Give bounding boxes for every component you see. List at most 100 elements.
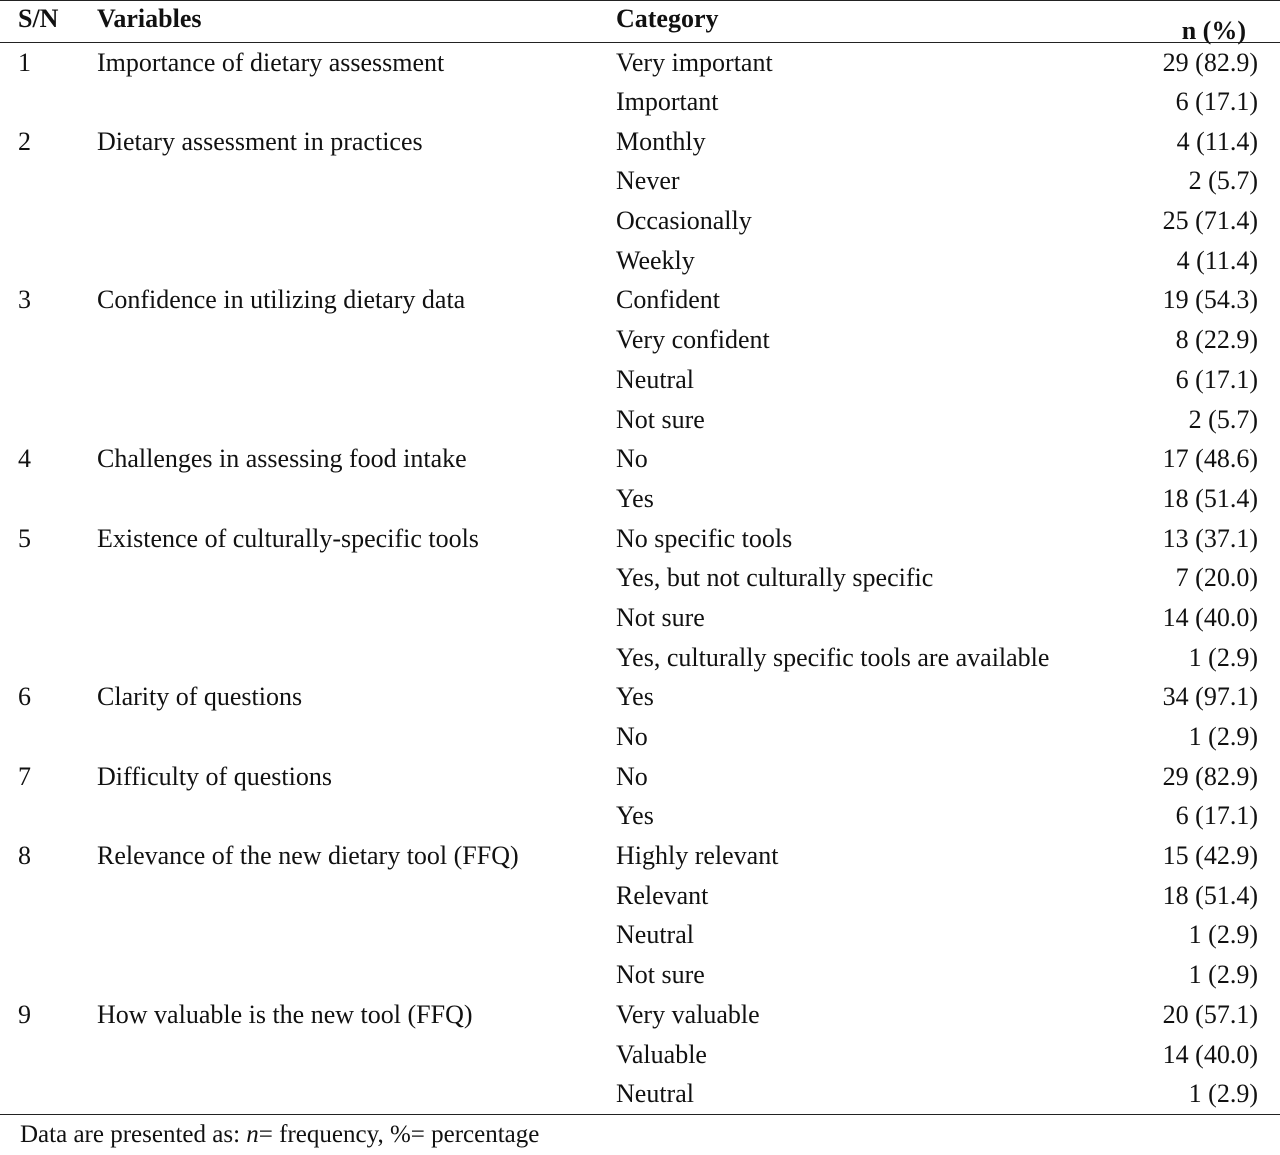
table-row: Not sure 2 (5.7) xyxy=(0,400,1280,440)
cell-n-percent: 2 (5.7) xyxy=(1188,166,1258,196)
table-row: Neutral 1 (2.9) xyxy=(0,916,1280,956)
table-row: Neutral 6 (17.1) xyxy=(0,360,1280,400)
cell-category: Neutral xyxy=(616,920,694,950)
footnote-rest: = frequency, %= percentage xyxy=(258,1121,540,1148)
cell-variable: Difficulty of questions xyxy=(97,761,332,791)
cell-n-percent: 14 (40.0) xyxy=(1162,1039,1258,1069)
cell-category: Confident xyxy=(616,285,720,315)
cell-variable xyxy=(97,717,616,757)
cell-sn: 6 xyxy=(18,682,31,712)
cell-variable xyxy=(97,558,616,598)
cell-sn xyxy=(0,876,97,916)
cell-sn xyxy=(0,1074,97,1115)
cell-category: No xyxy=(616,722,648,752)
cell-category: Not sure xyxy=(616,602,705,632)
cell-sn xyxy=(0,638,97,678)
cell-n-percent: 18 (51.4) xyxy=(1162,483,1258,513)
cell-n-percent: 8 (22.9) xyxy=(1175,325,1258,355)
cell-category: Neutral xyxy=(616,1074,1136,1115)
cell-sn xyxy=(0,717,97,757)
header-variables: Variables xyxy=(97,0,616,43)
cell-category: Highly relevant xyxy=(616,841,779,871)
table-row: Yes, culturally specific tools are avail… xyxy=(0,638,1280,678)
cell-n-percent: 25 (71.4) xyxy=(1162,206,1258,236)
cell-n-percent: 13 (37.1) xyxy=(1162,523,1258,553)
cell-variable: Clarity of questions xyxy=(97,682,303,712)
cell-variable xyxy=(97,1074,616,1115)
table-row: 2 Dietary assessment in practices Monthly 4… xyxy=(0,122,1280,162)
cell-category: Relevant xyxy=(616,880,709,910)
table-row: Very confident 8 (22.9) xyxy=(0,320,1280,360)
cell-variable xyxy=(97,201,616,241)
cell-variable xyxy=(97,479,616,519)
cell-variable: Challenges in assessing food intake xyxy=(97,444,467,474)
cell-n-percent: 1 (2.9) xyxy=(1188,920,1258,950)
table-row: Valuable 14 (40.0) xyxy=(0,1035,1280,1075)
cell-variable: Dietary assessment in practices xyxy=(97,126,423,156)
cell-n-percent: 29 (82.9) xyxy=(1162,47,1258,77)
cell-variable xyxy=(97,955,616,995)
cell-category: Neutral xyxy=(616,364,694,394)
cell-category: No specific tools xyxy=(616,523,793,553)
cell-n-percent: 2 (5.7) xyxy=(1188,404,1258,434)
cell-category: Never xyxy=(616,166,680,196)
cell-variable xyxy=(97,162,616,202)
table-row: No 1 (2.9) xyxy=(0,717,1280,757)
table-row: 6 Clarity of questions Yes 34 (97.1) xyxy=(0,678,1280,718)
cell-sn: 7 xyxy=(18,761,31,791)
cell-sn: 4 xyxy=(18,444,31,474)
cell-category: Not sure xyxy=(616,404,705,434)
cell-variable xyxy=(97,241,616,281)
cell-category: Yes xyxy=(616,483,654,513)
cell-sn: 2 xyxy=(18,126,31,156)
cell-category: Very confident xyxy=(616,325,770,355)
table-row: Weekly 4 (11.4) xyxy=(0,241,1280,281)
table-row: 5 Existence of culturally-specific tools N… xyxy=(0,519,1280,559)
table-row: Not sure 1 (2.9) xyxy=(0,955,1280,995)
cell-sn xyxy=(0,320,97,360)
cell-variable xyxy=(97,400,616,440)
cell-variable: How valuable is the new tool (FFQ) xyxy=(97,999,473,1029)
cell-category: Occasionally xyxy=(616,206,752,236)
cell-n-percent: 6 (17.1) xyxy=(1175,364,1258,394)
cell-sn: 3 xyxy=(18,285,31,315)
cell-sn xyxy=(0,360,97,400)
cell-variable xyxy=(97,638,616,678)
cell-category: Yes, culturally specific tools are avail… xyxy=(616,642,1050,672)
survey-results-table-container: S/N Variables Category n (%) 1 Importance… xyxy=(0,0,1280,1115)
cell-sn xyxy=(0,162,97,202)
table-row: Important 6 (17.1) xyxy=(0,82,1280,122)
cell-category: No xyxy=(616,761,648,791)
table-row: 7 Difficulty of questions No 29 (82.9) xyxy=(0,757,1280,797)
header-n-percent-label: n (%) xyxy=(1181,16,1246,45)
cell-n-percent: 1 (2.9) xyxy=(1136,1074,1280,1115)
cell-n-percent: 7 (20.0) xyxy=(1175,563,1258,593)
cell-variable xyxy=(97,1035,616,1075)
table-row: Never 2 (5.7) xyxy=(0,162,1280,202)
table-row: Relevant 18 (51.4) xyxy=(0,876,1280,916)
cell-n-percent: 19 (54.3) xyxy=(1162,285,1258,315)
cell-n-percent: 15 (42.9) xyxy=(1162,841,1258,871)
table-row: 1 Importance of dietary assessment Very im… xyxy=(0,43,1280,83)
cell-n-percent: 34 (97.1) xyxy=(1162,682,1258,712)
cell-sn xyxy=(0,1035,97,1075)
table-body: 1 Importance of dietary assessment Very im… xyxy=(0,43,1280,1115)
cell-n-percent: 4 (11.4) xyxy=(1176,245,1258,275)
cell-variable xyxy=(97,598,616,638)
table-row: Yes 18 (51.4) xyxy=(0,479,1280,519)
cell-sn xyxy=(0,558,97,598)
header-category: Category xyxy=(616,0,1136,43)
table-row: 3 Confidence in utilizing dietary data Con… xyxy=(0,281,1280,321)
cell-category: Yes, but not culturally specific xyxy=(616,563,934,593)
cell-sn xyxy=(0,598,97,638)
footnote-n-symbol: n xyxy=(246,1121,259,1148)
survey-results-table: S/N Variables Category n (%) 1 Importance… xyxy=(0,0,1280,1115)
cell-variable xyxy=(97,916,616,956)
cell-sn xyxy=(0,82,97,122)
cell-sn xyxy=(0,797,97,837)
cell-variable xyxy=(97,797,616,837)
cell-variable xyxy=(97,360,616,400)
cell-variable: Confidence in utilizing dietary data xyxy=(97,285,466,315)
cell-variable: Importance of dietary assessment xyxy=(97,47,445,77)
table-row: Occasionally 25 (71.4) xyxy=(0,201,1280,241)
